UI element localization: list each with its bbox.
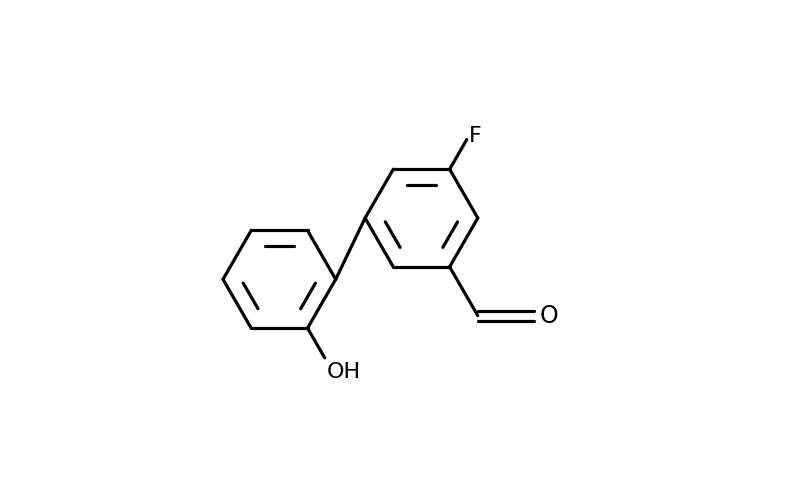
Text: OH: OH (327, 362, 361, 382)
Text: O: O (540, 304, 559, 328)
Text: F: F (469, 125, 482, 146)
